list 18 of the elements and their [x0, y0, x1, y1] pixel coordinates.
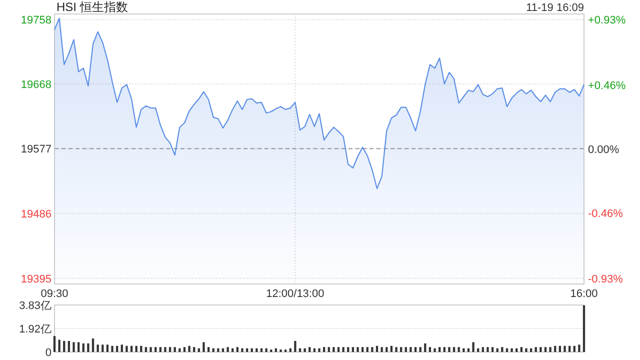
y-tick-label: 19486: [20, 208, 52, 220]
y2-tick-label: +0.46%: [588, 80, 626, 92]
y2-tick-label: -0.93%: [588, 273, 624, 286]
y-tick-label: 0: [45, 347, 52, 359]
y-tick-label: 19758: [20, 14, 52, 27]
x-tick-label: 12:00/13:00: [266, 288, 324, 300]
y2-tick-label: +0.93%: [588, 14, 626, 27]
y-tick-label: 3.83亿: [19, 300, 52, 312]
y2-tick-label: 0.00%: [588, 144, 620, 156]
y2-tick-label: -0.46%: [588, 208, 624, 220]
x-tick-label: 16:00: [570, 288, 598, 300]
chart-title: HSI 恒生指数: [56, 0, 128, 14]
y-tick-label: 1.92亿: [19, 323, 52, 336]
x-tick-label: 09:30: [40, 288, 68, 300]
text: 11-19 16:09: [526, 2, 584, 14]
y-tick-label: 19395: [20, 273, 52, 286]
y-tick-label: 19577: [20, 144, 52, 156]
y-tick-label: 19668: [20, 78, 52, 91]
